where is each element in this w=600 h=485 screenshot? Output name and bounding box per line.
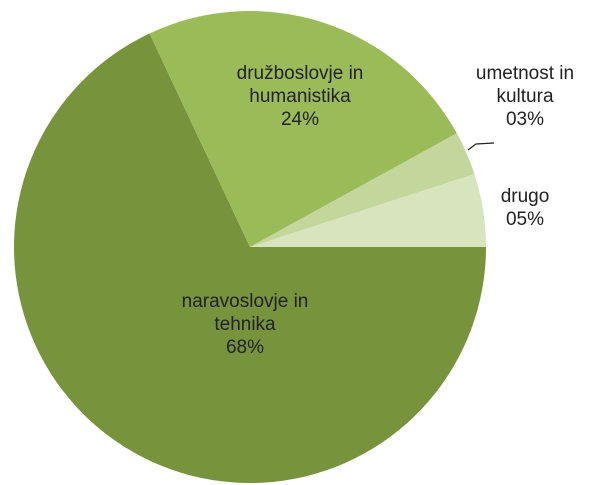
- category-name: umetnost in kultura: [475, 63, 575, 107]
- slice-label: drugo 05%: [480, 185, 570, 231]
- value-label: 05%: [505, 209, 545, 230]
- slice-label: družboslovje in humanistika 24%: [215, 62, 385, 131]
- slice-label: naravoslovje in tehnika 68%: [155, 290, 335, 359]
- leader-line: [467, 142, 495, 151]
- value-label: 24%: [280, 109, 320, 130]
- slice-label: umetnost in kultura 03%: [460, 62, 590, 131]
- pie-slice: [13, 33, 486, 483]
- pie-slice: [250, 174, 486, 247]
- category-name: družboslovje in humanistika: [236, 63, 364, 107]
- category-name: drugo: [500, 186, 550, 207]
- value-label: 03%: [505, 109, 545, 130]
- pie-slice: [149, 10, 457, 248]
- pie-slice: [250, 133, 475, 247]
- value-label: 68%: [225, 337, 265, 358]
- category-name: naravoslovje in tehnika: [181, 291, 309, 335]
